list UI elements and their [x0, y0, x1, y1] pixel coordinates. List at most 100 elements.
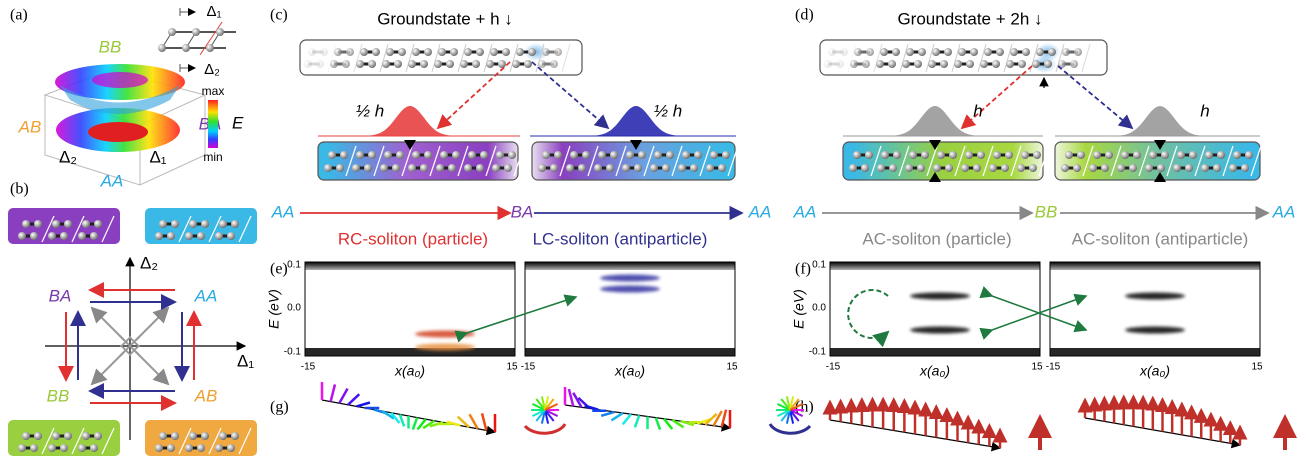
atom — [840, 48, 848, 56]
atom — [48, 232, 56, 240]
atom — [82, 220, 90, 228]
stacking-label: BA — [49, 286, 72, 305]
atom — [928, 60, 936, 68]
spin — [339, 389, 347, 404]
atom — [989, 164, 997, 172]
atom — [90, 444, 98, 452]
atom — [1145, 164, 1153, 172]
atom — [1157, 164, 1165, 172]
stacking-label: BB — [47, 386, 70, 405]
atom — [227, 444, 235, 452]
spin — [569, 389, 573, 406]
atom — [352, 164, 360, 172]
atom — [1161, 151, 1169, 159]
atom — [889, 164, 897, 172]
atom — [316, 60, 324, 68]
atom — [1021, 151, 1029, 159]
atom — [1185, 164, 1193, 172]
atom — [171, 432, 179, 440]
atom — [1217, 151, 1225, 159]
spin — [348, 394, 359, 405]
plot-frame — [1050, 262, 1260, 356]
spin — [601, 412, 614, 416]
continuum-band — [830, 348, 1040, 356]
soliton-profile — [1055, 106, 1260, 136]
atom — [201, 220, 209, 228]
x-tick-label: 15 — [506, 362, 518, 373]
atom — [718, 164, 726, 172]
atom — [634, 164, 642, 172]
atom — [502, 48, 510, 56]
x-tick-label: 15 — [1031, 362, 1043, 373]
box-atoms — [18, 216, 251, 454]
spin — [331, 384, 335, 401]
atom — [854, 48, 862, 56]
atom — [865, 151, 873, 159]
y-tick-label: 0.0 — [287, 303, 301, 314]
panel-label: (f) — [795, 261, 811, 278]
x-tick-label: 15 — [1251, 362, 1263, 373]
atom — [954, 60, 962, 68]
atom — [722, 151, 730, 159]
atom — [82, 432, 90, 440]
atom — [710, 151, 718, 159]
atom — [215, 232, 223, 240]
atom — [1017, 164, 1025, 172]
atom — [504, 164, 512, 172]
bound-state — [910, 293, 970, 300]
atom — [1105, 151, 1113, 159]
atom — [940, 60, 948, 68]
atom — [1070, 60, 1078, 68]
atom — [464, 164, 472, 172]
atom — [626, 151, 634, 159]
atom — [1149, 151, 1157, 159]
spin — [635, 415, 639, 427]
atom — [155, 232, 163, 240]
atom — [570, 151, 578, 159]
atom — [216, 28, 224, 36]
atom — [476, 48, 484, 56]
spin — [656, 418, 660, 430]
atom — [30, 232, 38, 240]
atom — [881, 151, 889, 159]
spin — [413, 418, 417, 430]
atom — [346, 48, 354, 56]
transition-arrow — [532, 62, 608, 128]
atom — [434, 60, 442, 68]
atom — [1061, 164, 1069, 172]
atom — [550, 60, 558, 68]
stacking-label: AA — [1272, 202, 1296, 221]
colorbar-min: min — [203, 150, 222, 164]
atom — [917, 164, 925, 172]
atom — [382, 60, 390, 68]
domain-wall — [1082, 44, 1090, 72]
atom — [440, 151, 448, 159]
atom — [185, 444, 193, 452]
atom — [384, 151, 392, 159]
atom — [966, 60, 974, 68]
atom — [182, 44, 190, 52]
atom — [408, 60, 416, 68]
atom — [1233, 151, 1241, 159]
atom — [836, 60, 844, 68]
atom — [328, 151, 336, 159]
atom — [192, 28, 200, 36]
atom — [1089, 164, 1097, 172]
atom — [227, 232, 235, 240]
y-tick-label: 0.1 — [812, 260, 826, 271]
atom — [386, 48, 394, 56]
colorbar — [208, 100, 218, 148]
x-axis-label: x(a₀) — [394, 363, 425, 379]
atom — [1073, 164, 1081, 172]
atom — [958, 48, 966, 56]
atom — [1018, 60, 1026, 68]
atom — [861, 164, 869, 172]
amplitude-label: ½ h — [654, 101, 682, 120]
atom — [52, 432, 60, 440]
atom — [78, 444, 86, 452]
atom — [516, 48, 524, 56]
atom — [1062, 48, 1070, 56]
atom — [1189, 151, 1197, 159]
atom — [853, 151, 861, 159]
atom — [1044, 60, 1052, 68]
